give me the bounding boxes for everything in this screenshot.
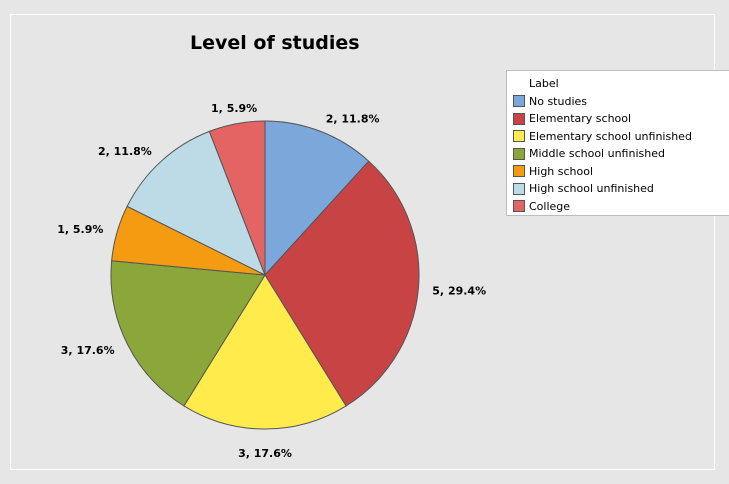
slice-label: 5, 29.4%: [432, 285, 486, 298]
legend: Label No studies Elementary school Element…: [506, 70, 729, 216]
legend-item: No studies: [513, 93, 587, 109]
pie-slice-high-school-unfinished: [126, 130, 266, 277]
legend-label: Elementary school unfinished: [529, 129, 692, 143]
legend-swatch: [513, 130, 525, 142]
legend-title: Label: [529, 77, 559, 90]
legend-item: Middle school unfinished: [513, 146, 665, 162]
legend-label: Elementary school: [529, 112, 632, 125]
legend-label: College: [529, 199, 571, 213]
legend-swatch: [513, 165, 525, 177]
pie-slice-elementary-school-unfinished: [183, 274, 347, 430]
slice-label: 2, 11.8%: [326, 112, 380, 125]
slice-label: 3, 17.6%: [61, 344, 115, 357]
legend-swatch: [513, 95, 525, 107]
pie-slice-no-studies: [264, 120, 370, 277]
legend-swatch: [513, 200, 525, 212]
legend-item: High school unfinished: [513, 181, 654, 197]
pie-slice-middle-school-unfinished: [110, 260, 266, 407]
legend-swatch: [513, 147, 525, 160]
pie-slice-college: [208, 120, 266, 276]
legend-label: High school: [529, 164, 594, 178]
slice-label: 3, 17.6%: [238, 447, 292, 460]
legend-item: Elementary school unfinished: [513, 128, 692, 144]
slice-label: 2, 11.8%: [98, 145, 152, 158]
legend-label: Middle school unfinished: [529, 147, 665, 160]
legend-label: No studies: [529, 94, 588, 108]
slice-label: 1, 5.9%: [211, 102, 257, 115]
legend-swatch: [513, 182, 525, 195]
slice-label: 1, 5.9%: [57, 223, 103, 236]
legend-item: High school: [513, 163, 593, 179]
legend-item: Elementary school: [513, 111, 631, 127]
legend-item: College: [513, 198, 570, 214]
legend-swatch: [513, 112, 525, 125]
legend-label: High school unfinished: [529, 182, 654, 195]
pie-slice-elementary-school: [264, 160, 420, 407]
chart-title: Level of studies: [190, 32, 360, 54]
